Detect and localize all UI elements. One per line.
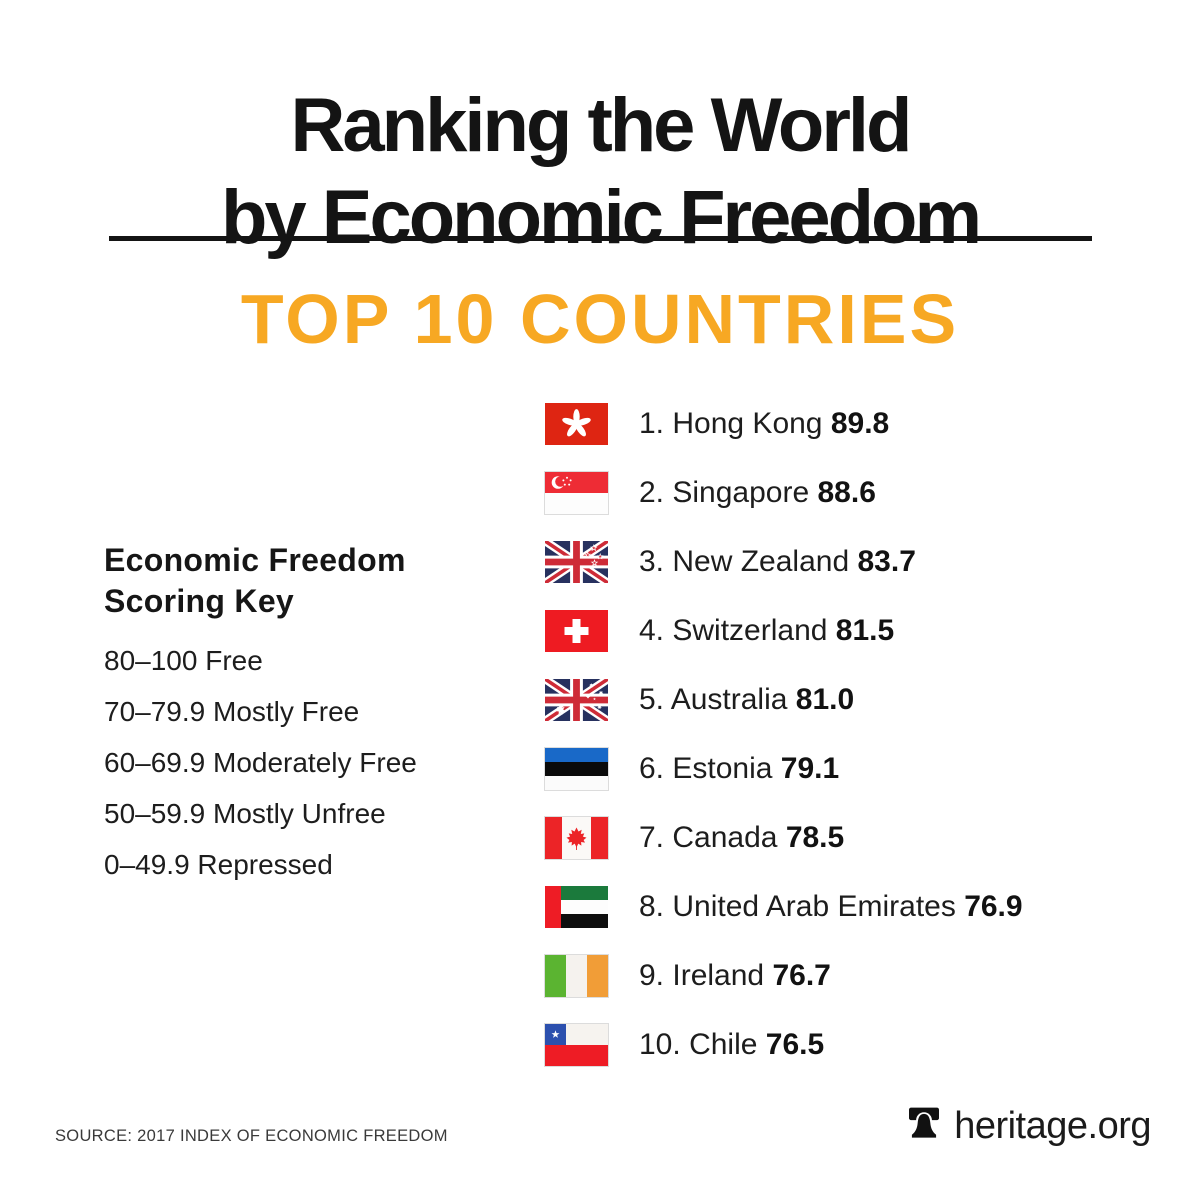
brand-text: heritage.org [954,1104,1151,1147]
flag-singapore-icon [545,472,608,514]
country-score: 83.7 [857,545,916,578]
country-score: 79.1 [780,752,840,785]
country-score: 89.8 [830,407,890,440]
source-note: SOURCE: 2017 INDEX OF ECONOMIC FREEDOM [55,1127,448,1145]
country-row-ireland: 9. Ireland 76.7 [545,955,1023,997]
country-label: 4. Switzerland 81.5 [639,614,894,648]
country-name: Switzerland [672,614,828,647]
flag-hong-kong-icon [545,403,608,445]
country-rank: 8. [639,890,665,923]
scoring-key-item: 0–49.9 Repressed [104,849,333,880]
country-rank: 6. [639,752,665,785]
country-rank: 5. [639,683,665,716]
country-score: 81.5 [835,614,895,647]
country-score: 88.6 [817,476,876,509]
scoring-key-item: 60–69.9 Moderately Free [104,747,417,778]
flag-chile-icon [545,1024,608,1066]
country-row-united-arab-emirates: 8. United Arab Emirates 76.9 [545,886,1023,928]
flag-new-zealand-icon [545,541,608,583]
country-name: Singapore [672,476,810,509]
country-row-new-zealand: 3. New Zealand 83.7 [545,541,1023,583]
flag-switzerland-icon [545,610,608,652]
country-rank: 7. [639,821,665,854]
country-name: Canada [672,821,778,854]
page-title-line2: by Economic Freedom [220,175,982,260]
liberty-bell-icon [904,1102,944,1150]
country-name: Estonia [672,752,773,785]
country-label: 3. New Zealand 83.7 [639,545,916,579]
country-rank: 3. [639,545,665,578]
flag-united-arab-emirates-icon [545,886,608,928]
country-row-chile: 10. Chile 76.5 [545,1024,1023,1066]
country-rank: 9. [639,959,665,992]
flag-australia-icon [545,679,608,721]
country-score: 76.9 [964,890,1023,923]
country-row-australia: 5. Australia 81.0 [545,679,1023,721]
country-label: 9. Ireland 76.7 [639,959,831,993]
scoring-key-item: 50–59.9 Mostly Unfree [104,798,386,829]
scoring-key-heading-line1: Economic Freedom [104,542,406,578]
scoring-key-heading: Economic Freedom Scoring Key [104,540,534,622]
country-row-hong-kong: 1. Hong Kong 89.8 [545,403,1023,445]
country-row-estonia: 6. Estonia 79.1 [545,748,1023,790]
country-rank: 4. [639,614,665,647]
country-name: Australia [670,683,788,716]
scoring-key-item: 80–100 Free [104,645,263,676]
scoring-key-item: 70–79.9 Mostly Free [104,696,360,727]
country-name: New Zealand [672,545,850,578]
page-subtitle: TOP 10 COUNTRIES [240,280,960,358]
country-ranking-list: 1. Hong Kong 89.8 2. Singapore 88.6 [545,403,1023,1066]
country-name: Hong Kong [672,407,823,440]
country-rank: 2. [639,476,665,509]
country-name: United Arab Emirates [672,890,956,923]
scoring-key: Economic Freedom Scoring Key 80–100 Free… [104,540,534,881]
country-label: 5. Australia 81.0 [639,683,854,717]
heritage-brand: heritage.org [904,1102,1151,1150]
country-rank: 10. [639,1028,681,1061]
scoring-key-list: 80–100 Free 70–79.9 Mostly Free 60–69.9 … [104,644,534,881]
country-label: 7. Canada 78.5 [639,821,844,855]
country-label: 6. Estonia 79.1 [639,752,839,786]
country-rank: 1. [639,407,665,440]
flag-ireland-icon [545,955,608,997]
country-label: 2. Singapore 88.6 [639,476,876,510]
country-label: 8. United Arab Emirates 76.9 [639,890,1023,924]
country-row-singapore: 2. Singapore 88.6 [545,472,1023,514]
title-underline [109,236,1092,241]
page-title-line1: Ranking the World [290,83,913,168]
country-name: Ireland [672,959,765,992]
country-row-canada: 7. Canada 78.5 [545,817,1023,859]
country-score: 76.7 [772,959,831,992]
country-label: 1. Hong Kong 89.8 [639,407,889,441]
country-score: 76.5 [765,1028,825,1061]
country-name: Chile [689,1028,758,1061]
country-score: 78.5 [785,821,845,854]
scoring-key-heading-line2: Scoring Key [104,583,295,619]
country-score: 81.0 [795,683,855,716]
country-row-switzerland: 4. Switzerland 81.5 [545,610,1023,652]
country-label: 10. Chile 76.5 [639,1028,824,1062]
flag-canada-icon [545,817,608,859]
flag-estonia-icon [545,748,608,790]
